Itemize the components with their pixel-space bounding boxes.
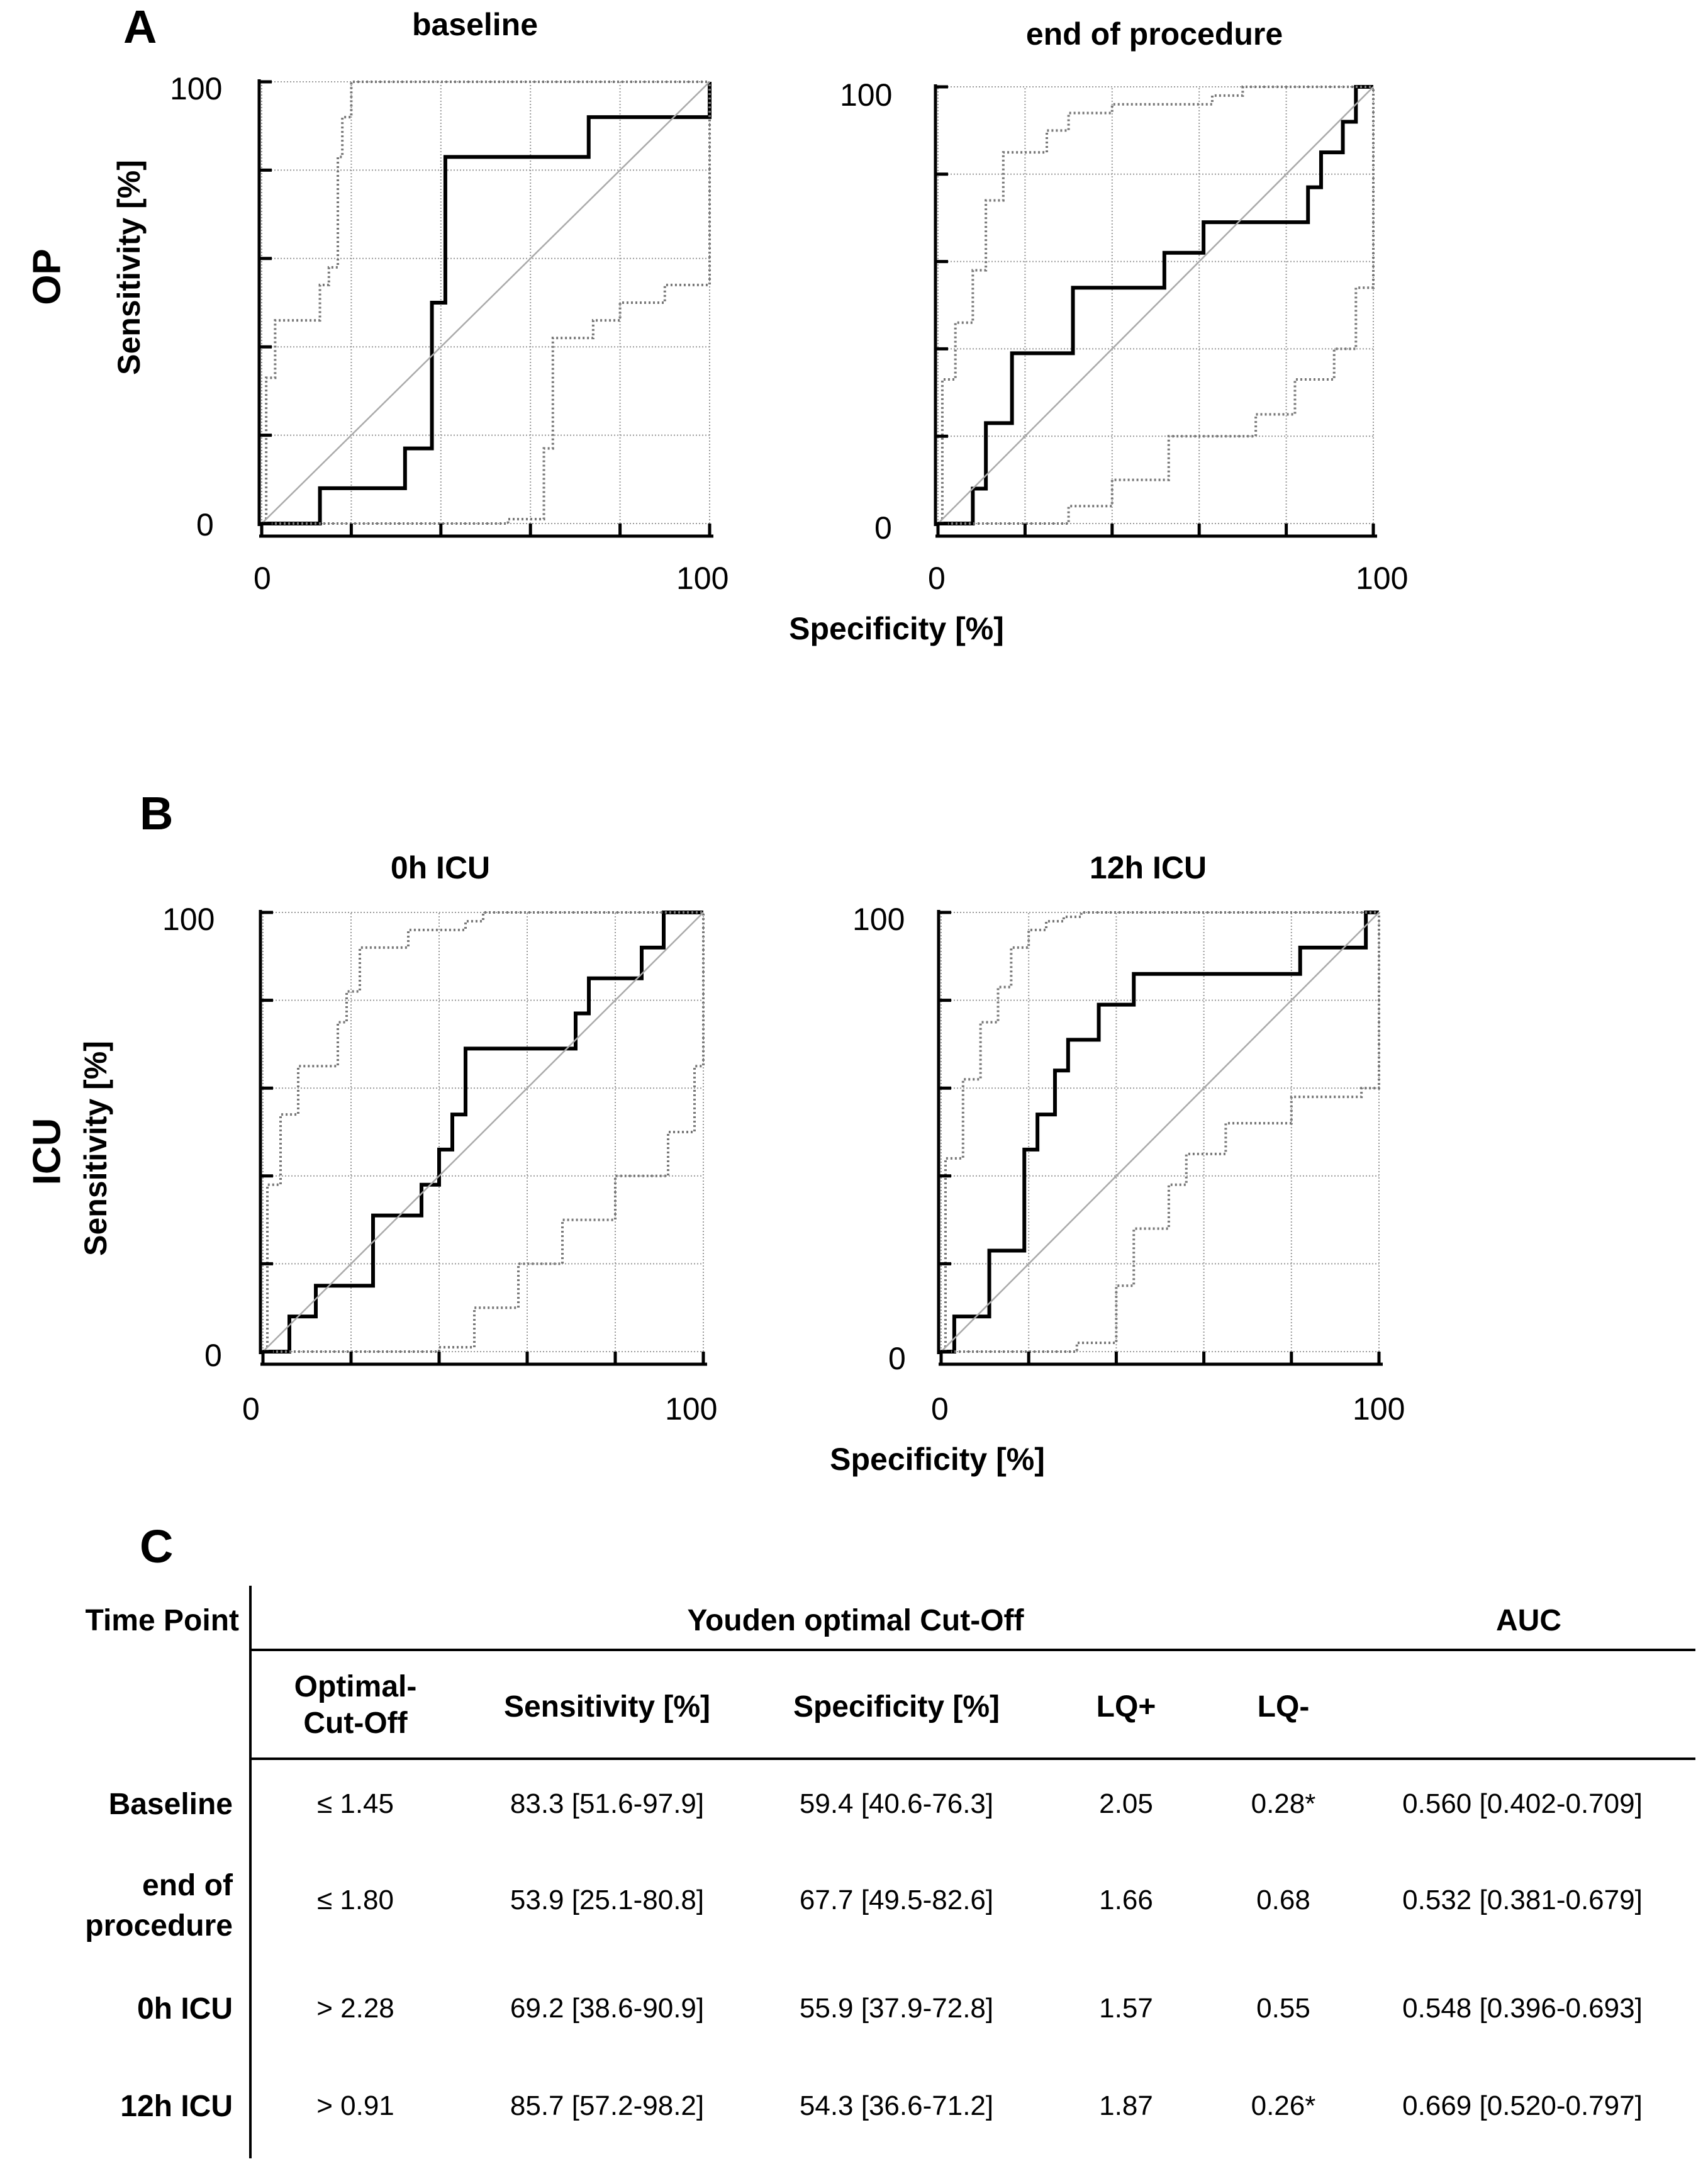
xtick-high: 100 bbox=[676, 561, 729, 596]
table-cell-lq-neg: 0.28* bbox=[1251, 1788, 1316, 1819]
table-cell-auc: 0.532 [0.381-0.679] bbox=[1402, 1885, 1643, 1915]
table-cell-auc: 0.669 [0.520-0.797] bbox=[1402, 2090, 1643, 2121]
roc-series-ci-lower bbox=[938, 87, 1375, 525]
roc-series-ci-lower bbox=[263, 912, 705, 1353]
chart-title-end-of-procedure: end of procedure bbox=[1025, 16, 1283, 52]
table-row-label: Baseline bbox=[108, 1788, 233, 1821]
table-cell-lq-pos: 1.87 bbox=[1099, 2090, 1153, 2121]
xtick-high: 100 bbox=[1353, 1391, 1405, 1427]
table-subheader-cutoff: Optimal-Cut-Off bbox=[294, 1670, 417, 1740]
xtick-high: 100 bbox=[1356, 561, 1409, 596]
panel-label-c: C bbox=[140, 1520, 174, 1573]
xtick-low: 0 bbox=[928, 561, 946, 596]
x-axis-title-op: Specificity [%] bbox=[789, 611, 1004, 646]
roc-series-diagonal bbox=[261, 81, 710, 524]
chart-title-0h-icu: 0h ICU bbox=[390, 850, 491, 885]
table-row-label: end of procedure bbox=[85, 1869, 233, 1943]
table-rule-header bbox=[252, 1758, 1695, 1760]
roc-series-ci-upper bbox=[941, 911, 1379, 1353]
y-axis-title-op: Sensitivity [%] bbox=[111, 160, 147, 375]
table-cell-auc: 0.560 [0.402-0.709] bbox=[1402, 1788, 1643, 1819]
table-cell-cutoff: ≤ 1.80 bbox=[316, 1885, 394, 1915]
panel-label-a: A bbox=[123, 1, 157, 53]
roc-series-diagonal bbox=[941, 912, 1380, 1352]
table-cell-specificity: 67.7 [49.5-82.6] bbox=[799, 1885, 994, 1915]
table-row-label: 0h ICU bbox=[137, 1992, 233, 2026]
roc-chart-end-of-procedure bbox=[934, 84, 1377, 538]
table-cell-lq-pos: 1.66 bbox=[1099, 1885, 1153, 1915]
y-axis-title-icu: Sensitivity [%] bbox=[78, 1041, 113, 1256]
ytick-low: 0 bbox=[204, 1338, 222, 1373]
table-subheader-specificity: Specificity [%] bbox=[793, 1690, 1000, 1724]
ytick-low: 0 bbox=[888, 1341, 906, 1376]
ytick-low: 0 bbox=[874, 510, 892, 546]
table-cell-sensitivity: 69.2 [38.6-90.9] bbox=[510, 1993, 705, 2024]
panel-label-b: B bbox=[140, 787, 174, 839]
chart-title-baseline: baseline bbox=[411, 7, 539, 42]
xtick-high: 100 bbox=[665, 1391, 718, 1427]
roc-series-ci-upper bbox=[263, 911, 703, 1353]
xtick-low: 0 bbox=[242, 1391, 260, 1427]
table-cell-lq-neg: 0.68 bbox=[1256, 1885, 1310, 1915]
roc-series-diagonal bbox=[262, 912, 704, 1352]
ytick-high: 100 bbox=[162, 902, 215, 937]
table-subheader-lq-pos: LQ+ bbox=[1096, 1690, 1156, 1724]
table-cell-cutoff: > 0.91 bbox=[316, 2090, 394, 2121]
xtick-low: 0 bbox=[254, 561, 271, 596]
roc-series-roc bbox=[941, 911, 1379, 1354]
roc-series-ci-lower bbox=[941, 912, 1380, 1353]
row-label-op: OP bbox=[25, 249, 69, 305]
table-vertical-rule bbox=[249, 1586, 252, 2158]
table-row-label: 12h ICU bbox=[120, 2090, 233, 2123]
roc-chart-0h-icu bbox=[259, 910, 707, 1366]
table-cell-specificity: 55.9 [37.9-72.8] bbox=[799, 1993, 994, 2024]
table-cell-lq-neg: 0.55 bbox=[1256, 1993, 1310, 2024]
table-rule-top bbox=[252, 1649, 1695, 1651]
ytick-low: 0 bbox=[196, 507, 214, 542]
roc-series-roc bbox=[938, 85, 1373, 525]
table-cell-lq-neg: 0.26* bbox=[1251, 2090, 1316, 2121]
roc-chart-12h-icu bbox=[937, 910, 1383, 1366]
table-subheader-sensitivity: Sensitivity [%] bbox=[503, 1690, 711, 1724]
roc-series-diagonal bbox=[937, 86, 1374, 524]
ytick-high: 100 bbox=[170, 71, 223, 106]
xtick-low: 0 bbox=[931, 1391, 949, 1427]
ytick-high: 100 bbox=[840, 77, 893, 113]
table-subheader-lq-neg: LQ- bbox=[1257, 1690, 1310, 1724]
table-cell-auc: 0.548 [0.396-0.693] bbox=[1402, 1993, 1643, 2024]
chart-title-12h-icu: 12h ICU bbox=[1089, 850, 1207, 885]
table-cell-sensitivity: 83.3 [51.6-97.9] bbox=[510, 1788, 705, 1819]
table-header-youden: Youden optimal Cut-Off bbox=[687, 1604, 1024, 1637]
roc-series-ci-upper bbox=[938, 86, 1373, 525]
table-cell-specificity: 54.3 [36.6-71.2] bbox=[799, 2090, 994, 2121]
table-cell-lq-pos: 1.57 bbox=[1099, 1993, 1153, 2024]
roc-series-ci-upper bbox=[262, 81, 710, 525]
table-cell-cutoff: ≤ 1.45 bbox=[316, 1788, 394, 1819]
table-header-time-point: Time Point bbox=[85, 1604, 239, 1637]
x-axis-title-icu: Specificity [%] bbox=[830, 1442, 1045, 1477]
row-label-icu: ICU bbox=[25, 1118, 69, 1186]
roc-series-ci-lower bbox=[262, 82, 711, 525]
table-cell-specificity: 59.4 [40.6-76.3] bbox=[799, 1788, 994, 1819]
table-cell-cutoff: > 2.28 bbox=[316, 1993, 394, 2024]
table-header-auc: AUC bbox=[1496, 1604, 1561, 1637]
table-cell-sensitivity: 85.7 [57.2-98.2] bbox=[510, 2090, 705, 2121]
table-cell-lq-pos: 2.05 bbox=[1099, 1788, 1153, 1819]
table-cell-sensitivity: 53.9 [25.1-80.8] bbox=[510, 1885, 705, 1915]
roc-chart-baseline bbox=[257, 79, 713, 538]
roc-series-roc bbox=[262, 82, 712, 525]
ytick-high: 100 bbox=[852, 902, 905, 937]
